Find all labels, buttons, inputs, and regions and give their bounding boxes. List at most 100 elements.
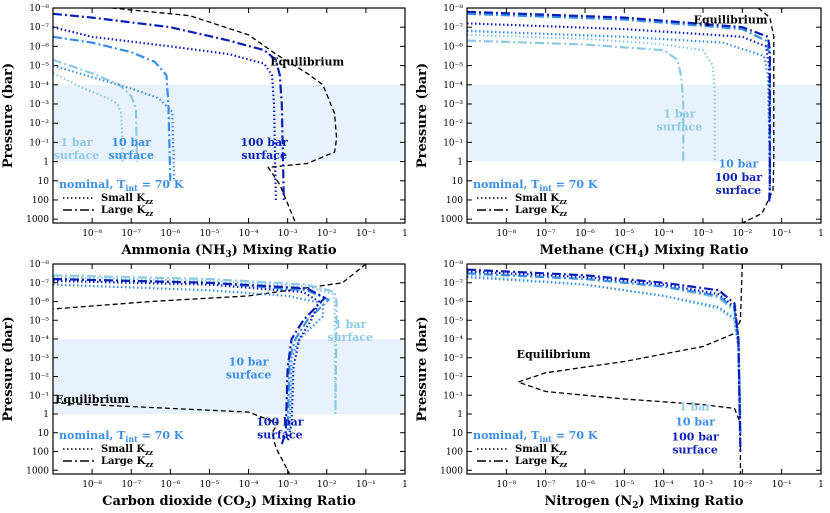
x-tick-label: 10⁻⁴ [654,229,674,239]
annotation-line: 1 bar [60,136,92,149]
x-tick-label: 10⁻⁸ [496,229,516,239]
annotation-line: Equilibrium [270,56,344,69]
annotation-label: 100 bar surface [715,171,763,197]
y-tick-label: 1000 [440,215,463,225]
legend-title-main: nominal, T [473,178,540,191]
legend-title-sub: int [125,434,138,444]
x-tick-label: 10⁻³ [693,480,713,490]
panel-1: 10⁻⁸ 10⁻⁷ 10⁻⁶ 10⁻⁵ 10⁻⁴ 10⁻³ 10⁻² 10⁻¹ 110⁻⁸10⁻… [1,4,408,260]
x-axis-label: Ammonia (NH3) Mixing Ratio [120,243,336,260]
x-tick-label: 1 [818,480,824,490]
annotation-line: surface [327,331,373,344]
annotation-line: surface [716,184,762,197]
y-tick-label: 10⁻⁸ [443,4,463,14]
x-axis-label-main: Carbon dioxide (CO [102,494,244,509]
legend-entry-sub: zz [559,197,567,206]
panel-3: 10⁻⁸ 10⁻⁷ 10⁻⁶ 10⁻⁵ 10⁻⁴ 10⁻³ 10⁻² 10⁻¹ 110⁻⁸10⁻… [1,260,408,511]
y-tick-label: 100 [446,448,463,458]
legend-entry: Small Kzz [101,193,153,206]
annotation-line: 100 bar [256,415,304,428]
y-tick-label: 10⁻⁴ [443,335,463,345]
x-tick-label: 1 [818,229,824,239]
panel-2: 10⁻⁸ 10⁻⁷ 10⁻⁶ 10⁻⁵ 10⁻⁴ 10⁻³ 10⁻² 10⁻¹ 110⁻⁸10⁻… [415,4,824,260]
x-axis-label: Carbon dioxide (CO2) Mixing Ratio [102,494,356,511]
y-tick-label: 1 [457,410,463,420]
series-group [467,264,743,474]
annotation-label: 10 bar surface [226,355,272,381]
y-tick-label: 100 [446,196,463,206]
y-tick-label: 10⁻¹ [443,391,463,401]
plot-frame [466,263,822,475]
x-axis-label: Nitrogen (N2) Mixing Ratio [545,494,744,511]
legend-entry-main: Large K [515,205,560,216]
legend-title-main: nominal, T [59,178,126,191]
legend-entry-sub: zz [145,460,153,469]
y-tick-label: 10⁻² [443,119,463,129]
annotation-line: surface [657,120,703,133]
series-line [53,26,277,201]
x-tick-label: 10⁻¹ [356,480,376,490]
x-axis-label-sub: 4 [637,250,643,260]
series-line [53,279,321,443]
annotation-label: 100 bar surface [671,430,719,456]
legend-title-sub: int [125,183,138,193]
annotation-line: 1 bar [334,318,366,331]
x-tick-label: 10⁻⁴ [239,480,259,490]
legend-entry-main: Large K [101,456,146,467]
y-tick-label: 10⁻³ [443,354,463,364]
annotation-label: 100 bar surface [256,415,304,441]
legend-title-tail: = 70 K [552,178,598,191]
x-axis-label-sub: 3 [225,250,231,260]
legend-title-main: nominal, T [473,429,540,442]
series-line [53,276,337,415]
y-tick-label: 10 [452,429,464,439]
annotation-line: surface [672,443,718,456]
y-tick-label: 10⁻¹ [443,138,463,148]
series-line [53,72,124,162]
y-tick-label: 10⁻³ [29,354,49,364]
x-axis-label-sub: 2 [632,501,638,511]
x-tick-label: 10⁻⁴ [654,480,674,490]
y-tick-label: 10⁻⁶ [29,42,49,52]
series-line [53,274,338,415]
series-line [467,274,742,415]
legend-entry: Small Kzz [101,444,153,457]
annotation-label: 10 bar [719,157,759,170]
panel-4: 10⁻⁸ 10⁻⁷ 10⁻⁶ 10⁻⁵ 10⁻⁴ 10⁻³ 10⁻² 10⁻¹ 110⁻⁸10⁻… [415,260,824,511]
x-axis-label-main: Methane (CH [540,243,638,258]
annotation-line: surface [257,428,303,441]
series-line [53,35,172,181]
y-axis: 10⁻⁸ 10⁻⁷ 10⁻⁶ 10⁻⁵ 10⁻⁴ 10⁻³ 10⁻² 10⁻¹ 1 10 100 10… [440,260,821,476]
y-tick-label: 1000 [440,466,463,476]
x-tick-label: 10⁻⁵ [614,480,634,490]
y-tick-label: 1000 [26,215,49,225]
series-line [53,277,326,445]
x-axis-label-tail: ) Mixing Ratio [639,494,744,509]
annotation-label: 1 bar [679,400,711,413]
series-group [53,8,338,223]
legend-entry: Small Kzz [515,193,567,206]
x-tick-label: 10⁻⁷ [121,480,141,490]
legend-title: nominal, Tint = 70 K [59,429,184,444]
x-axis-label-main: Nitrogen (N [545,494,633,509]
y-tick-label: 10⁻² [29,119,49,129]
annotation-line: 10 bar [719,157,759,170]
legend-title-tail: = 70 K [138,429,184,442]
x-tick-label: 10⁻⁵ [200,229,220,239]
legend-entry-main: Small K [515,444,559,455]
y-tick-label: 1000 [26,466,49,476]
y-axis-label: Pressure (bar) [415,63,430,168]
annotation-line: 10 bar [111,136,151,149]
x-tick-label: 10⁻⁵ [614,229,634,239]
series-line [467,270,742,452]
legend-entry: Large Kzz [101,456,153,469]
legend-entry-sub: zz [559,209,567,218]
legend-title-sub: int [539,183,552,193]
y-axis-label: Pressure (bar) [1,63,16,168]
legend-entry-main: Large K [101,205,146,216]
legend-title-main: nominal, T [59,429,126,442]
